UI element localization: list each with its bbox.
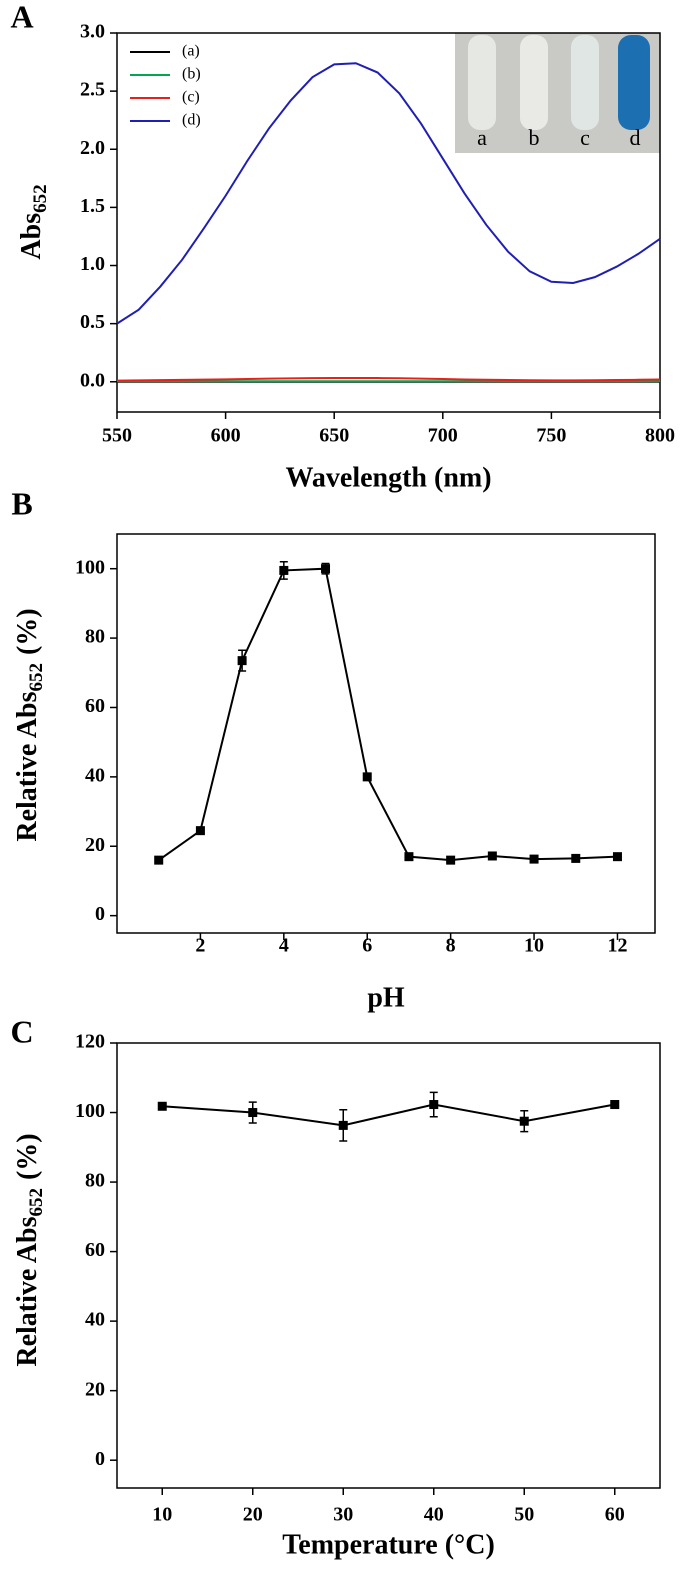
inset-label: d (630, 125, 641, 150)
y-tick-label: 60 (85, 695, 105, 717)
data-point (237, 656, 247, 666)
y-tick-label: 20 (85, 1378, 105, 1400)
x-tick-label: 50 (514, 1504, 534, 1526)
y-tick-label: 0 (95, 1448, 105, 1470)
legend-label: (c) (182, 89, 200, 106)
x-tick-label: 8 (446, 935, 456, 957)
data-line (162, 1103, 615, 1127)
x-tick-label: 20 (243, 1504, 263, 1526)
x-tick-label: 700 (428, 425, 458, 447)
y-axis-title-subscript: 652 (30, 184, 51, 213)
y-axis-title-main: Abs (16, 213, 47, 260)
panel-letter: C (10, 1013, 33, 1049)
y-tick-label: 0.5 (80, 311, 105, 333)
legend-label: (b) (182, 66, 201, 83)
tube (468, 35, 496, 130)
data-line (116, 62, 661, 325)
x-tick-label: 2 (195, 935, 205, 957)
data-point (571, 853, 581, 863)
x-axis-title: pH (367, 982, 405, 1013)
inset-label: c (580, 125, 590, 150)
y-tick-label: 60 (85, 1239, 105, 1261)
data-point (279, 565, 289, 575)
y-axis-title: Relative Abs652 (%) (12, 608, 47, 841)
plot-frame (116, 1042, 661, 1489)
x-tick-label: 10 (524, 935, 544, 957)
y-axis-title-main: Relative Abs (12, 1216, 43, 1366)
data-point (157, 1101, 167, 1111)
x-tick-label: 4 (279, 935, 289, 957)
y-tick-label: 80 (85, 626, 105, 648)
legend-label: (a) (182, 43, 200, 60)
data-point (529, 854, 539, 864)
x-tick-label: 12 (607, 935, 627, 957)
x-tick-label: 40 (424, 1504, 444, 1526)
y-tick-label: 80 (85, 1170, 105, 1192)
y-tick-label: 100 (75, 1100, 105, 1122)
data-point (519, 1116, 529, 1126)
x-axis-title: Wavelength (nm) (285, 462, 491, 493)
y-axis-title: Abs652 (16, 184, 51, 259)
x-tick-label: 10 (152, 1504, 172, 1526)
y-tick-label: 0 (95, 903, 105, 925)
data-point (429, 1100, 439, 1110)
tube (520, 35, 548, 130)
inset-label: b (529, 125, 540, 150)
tube (571, 35, 599, 130)
plot-frame (116, 32, 661, 413)
y-tick-label: 100 (75, 556, 105, 578)
y-tick-label: 40 (85, 764, 105, 786)
y-tick-label: 1.0 (80, 253, 105, 275)
x-tick-label: 650 (319, 425, 349, 447)
y-tick-label: 3.0 (80, 21, 105, 43)
panel-letter: B (11, 485, 32, 521)
data-point (362, 772, 372, 782)
plot-frame (116, 533, 656, 934)
inset-label: a (477, 125, 487, 150)
tube (618, 35, 650, 130)
data-point (612, 852, 622, 862)
data-line (158, 567, 618, 862)
x-tick-label: 6 (362, 935, 372, 957)
y-tick-label: 2.5 (80, 79, 105, 101)
y-axis-title-subscript: 652 (26, 663, 47, 692)
x-tick-label: 60 (605, 1504, 625, 1526)
y-tick-label: 120 (75, 1031, 105, 1053)
y-tick-label: 0.0 (80, 369, 105, 391)
y-tick-label: 40 (85, 1309, 105, 1331)
y-tick-label: 20 (85, 834, 105, 856)
y-axis-title-main: Relative Abs (12, 691, 43, 841)
data-point (321, 564, 331, 574)
data-point (338, 1120, 348, 1130)
x-tick-label: 30 (333, 1504, 353, 1526)
x-tick-label: 750 (536, 425, 566, 447)
inset-photo: a b c d (455, 33, 660, 153)
data-point (446, 855, 456, 865)
y-tick-label: 1.5 (80, 195, 105, 217)
y-axis-title: Relative Abs652 (%) (12, 1133, 47, 1366)
data-line (116, 376, 661, 382)
data-point (404, 852, 414, 862)
data-point (248, 1108, 258, 1118)
panel-letter: A (10, 0, 33, 34)
x-axis-title: Temperature (°C) (282, 1529, 495, 1560)
data-point (610, 1100, 620, 1110)
x-tick-label: 550 (102, 425, 132, 447)
y-axis-title-suffix: (%) (12, 608, 43, 655)
legend-label: (d) (182, 112, 201, 129)
data-point (487, 851, 497, 861)
data-point (154, 855, 164, 865)
y-tick-label: 2.0 (80, 137, 105, 159)
y-axis-title-subscript: 652 (26, 1188, 47, 1217)
data-point (195, 826, 205, 836)
x-tick-label: 800 (645, 425, 675, 447)
x-tick-label: 600 (211, 425, 241, 447)
y-axis-title-suffix: (%) (12, 1133, 43, 1180)
